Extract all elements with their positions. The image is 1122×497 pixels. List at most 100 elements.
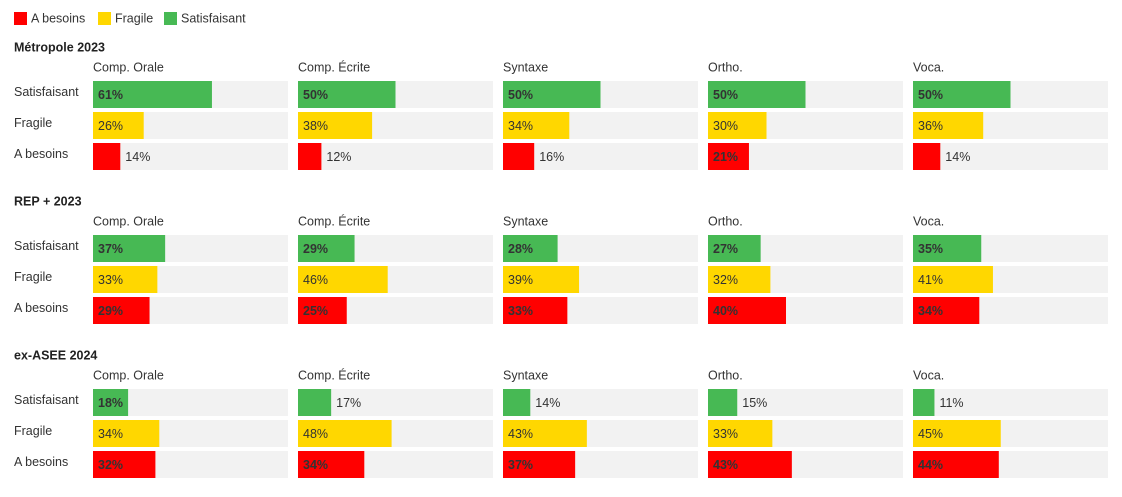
bar (708, 112, 767, 139)
panel-title: Ortho. (708, 60, 743, 74)
bar (913, 451, 999, 478)
row-label: A besoins (14, 455, 68, 469)
panel-title: Voca. (913, 214, 944, 228)
bar (503, 420, 587, 447)
row-label: Fragile (14, 270, 52, 284)
bar (913, 235, 982, 262)
bar (913, 389, 935, 416)
value-label: 33% (98, 273, 123, 287)
value-label: 25% (303, 304, 328, 318)
bar (708, 451, 792, 478)
bar (298, 389, 332, 416)
value-label: 34% (98, 427, 123, 441)
bar (503, 143, 535, 170)
group-title: ex-ASEE 2024 (14, 348, 97, 362)
bar (708, 235, 761, 262)
value-label: 18% (98, 396, 123, 410)
value-label: 14% (535, 396, 560, 410)
bar (93, 143, 121, 170)
value-label: 50% (713, 88, 738, 102)
value-label: 40% (713, 304, 738, 318)
value-label: 14% (945, 150, 970, 164)
value-label: 34% (508, 119, 533, 133)
value-label: 33% (508, 304, 533, 318)
group-title: Métropole 2023 (14, 40, 105, 54)
value-label: 38% (303, 119, 328, 133)
value-label: 28% (508, 242, 533, 256)
value-label: 37% (98, 242, 123, 256)
bar (93, 235, 166, 262)
bar (913, 143, 941, 170)
panel-title: Comp. Orale (93, 368, 164, 382)
bar (93, 266, 158, 293)
panel-title: Syntaxe (503, 60, 548, 74)
bar-background (298, 143, 493, 170)
row-label: Satisfaisant (14, 393, 79, 407)
bar (708, 389, 738, 416)
bar (503, 451, 576, 478)
value-label: 44% (918, 458, 943, 472)
value-label: 32% (98, 458, 123, 472)
bar (93, 451, 156, 478)
row-label: Satisfaisant (14, 239, 79, 253)
legend-label: Fragile (115, 11, 153, 25)
bar (298, 451, 365, 478)
legend-label: Satisfaisant (181, 11, 246, 25)
panel-title: Voca. (913, 60, 944, 74)
panel-title: Ortho. (708, 214, 743, 228)
value-label: 12% (326, 150, 351, 164)
bar (708, 297, 786, 324)
value-label: 46% (303, 273, 328, 287)
bar (708, 143, 749, 170)
bar (298, 112, 373, 139)
bar (93, 420, 160, 447)
value-label: 34% (918, 304, 943, 318)
panel-title: Syntaxe (503, 368, 548, 382)
row-label: A besoins (14, 147, 68, 161)
bar (913, 297, 980, 324)
bar (298, 266, 388, 293)
bar (913, 112, 984, 139)
bar-background (708, 389, 903, 416)
bar (913, 81, 1011, 108)
value-label: 11% (939, 396, 963, 410)
bar (503, 297, 568, 324)
bar (708, 266, 771, 293)
bar (298, 297, 347, 324)
value-label: 21% (713, 150, 738, 164)
bar (913, 266, 993, 293)
value-label: 48% (303, 427, 328, 441)
value-label: 33% (713, 427, 738, 441)
bar (913, 420, 1001, 447)
row-label: A besoins (14, 301, 68, 315)
legend-swatch (14, 12, 27, 25)
value-label: 43% (508, 427, 533, 441)
group-title: REP + 2023 (14, 194, 82, 208)
panel-title: Comp. Orale (93, 214, 164, 228)
value-label: 61% (98, 88, 123, 102)
panel-title: Comp. Écrite (298, 213, 370, 228)
value-label: 50% (508, 88, 533, 102)
bar (298, 235, 355, 262)
legend-label: A besoins (31, 11, 85, 25)
bar (93, 81, 212, 108)
value-label: 29% (98, 304, 123, 318)
value-label: 14% (125, 150, 150, 164)
bar (503, 235, 558, 262)
value-label: 37% (508, 458, 533, 472)
bar (93, 297, 150, 324)
value-label: 50% (918, 88, 943, 102)
bar (93, 389, 129, 416)
row-label: Satisfaisant (14, 85, 79, 99)
bar (298, 143, 322, 170)
bar-background (503, 389, 698, 416)
legend-swatch (98, 12, 111, 25)
value-label: 17% (336, 396, 361, 410)
row-label: Fragile (14, 116, 52, 130)
bar-background (503, 143, 698, 170)
panel-title: Syntaxe (503, 214, 548, 228)
value-label: 29% (303, 242, 328, 256)
row-label: Fragile (14, 424, 52, 438)
bar (503, 112, 570, 139)
